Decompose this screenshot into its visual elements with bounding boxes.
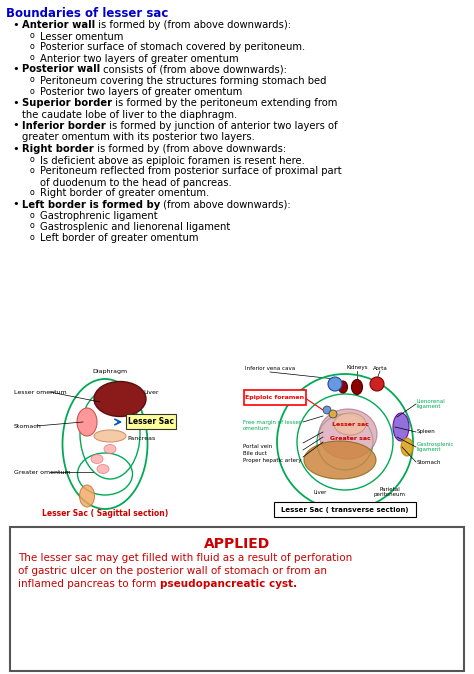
- Text: Inferior vena cava: Inferior vena cava: [245, 367, 295, 371]
- Text: Aorta: Aorta: [373, 365, 387, 371]
- Text: o: o: [30, 233, 35, 241]
- Text: pseudopancreatic cyst.: pseudopancreatic cyst.: [160, 579, 297, 589]
- Text: the caudate lobe of liver to the diaphragm.: the caudate lobe of liver to the diaphra…: [22, 109, 237, 119]
- Text: Diaphragm: Diaphragm: [92, 369, 128, 375]
- Text: Parietal
peritoneum: Parietal peritoneum: [374, 487, 406, 497]
- Text: of gastric ulcer on the posterior wall of stomach or from an: of gastric ulcer on the posterior wall o…: [18, 566, 327, 576]
- Text: Right border: Right border: [22, 144, 94, 154]
- Ellipse shape: [80, 485, 94, 507]
- Ellipse shape: [352, 379, 363, 394]
- Text: Superior border: Superior border: [22, 98, 112, 108]
- Text: Kidneys: Kidneys: [346, 365, 368, 371]
- Text: Free margin of lesser: Free margin of lesser: [243, 420, 301, 425]
- Text: Lienorenal
ligament: Lienorenal ligament: [417, 398, 446, 409]
- Ellipse shape: [334, 413, 366, 435]
- Text: is formed by junction of anterior two layers of: is formed by junction of anterior two la…: [106, 121, 337, 131]
- Text: Posterior wall: Posterior wall: [22, 65, 100, 75]
- Ellipse shape: [104, 444, 116, 454]
- Circle shape: [370, 377, 384, 391]
- Text: •: •: [12, 64, 19, 74]
- Text: o: o: [30, 166, 35, 175]
- Text: Gastrophrenic ligament: Gastrophrenic ligament: [40, 211, 158, 221]
- Text: •: •: [12, 20, 19, 30]
- Ellipse shape: [97, 464, 109, 474]
- Text: o: o: [30, 155, 35, 164]
- FancyBboxPatch shape: [244, 390, 306, 405]
- Circle shape: [328, 377, 342, 391]
- Text: Epiploic foramen: Epiploic foramen: [246, 396, 305, 400]
- Text: Liver: Liver: [143, 390, 158, 394]
- Text: Boundaries of lesser sac: Boundaries of lesser sac: [6, 7, 168, 20]
- Text: Peritoneum covering the structures forming stomach bed: Peritoneum covering the structures formi…: [40, 76, 327, 86]
- Text: Stomach: Stomach: [14, 423, 42, 429]
- Circle shape: [323, 406, 331, 414]
- FancyBboxPatch shape: [126, 414, 176, 429]
- Text: Inferior border: Inferior border: [22, 121, 106, 131]
- Circle shape: [329, 410, 337, 418]
- Text: •: •: [12, 121, 19, 131]
- Ellipse shape: [77, 408, 97, 436]
- Text: Peritoneum reflected from posterior surface of proximal part: Peritoneum reflected from posterior surf…: [40, 166, 342, 177]
- Text: (from above downwards):: (from above downwards):: [160, 200, 291, 210]
- Text: Anterior wall: Anterior wall: [22, 20, 95, 30]
- Text: Gastrosplenic
ligament: Gastrosplenic ligament: [417, 441, 455, 452]
- Text: Lesser omentum: Lesser omentum: [14, 390, 67, 394]
- Ellipse shape: [401, 438, 413, 456]
- Text: consists of (from above downwards):: consists of (from above downwards):: [100, 65, 287, 75]
- Text: Lesser Sac: Lesser Sac: [128, 417, 174, 427]
- Text: o: o: [30, 53, 35, 62]
- Text: Lesser Sac ( Sagittal section): Lesser Sac ( Sagittal section): [42, 510, 168, 518]
- Text: o: o: [30, 75, 35, 84]
- Text: The lesser sac may get filled with fluid as a result of perforation: The lesser sac may get filled with fluid…: [18, 553, 352, 563]
- FancyBboxPatch shape: [10, 527, 464, 671]
- Text: Greater omentum: Greater omentum: [14, 470, 71, 474]
- Text: omentum: omentum: [243, 426, 270, 431]
- Text: is formed by (from above downwards:: is formed by (from above downwards:: [94, 144, 286, 154]
- Text: of duodenum to the head of pancreas.: of duodenum to the head of pancreas.: [40, 177, 232, 187]
- Ellipse shape: [91, 454, 103, 464]
- Ellipse shape: [94, 381, 146, 417]
- Text: o: o: [30, 42, 35, 51]
- Text: •: •: [12, 98, 19, 107]
- Text: Left border of greater omentum: Left border of greater omentum: [40, 233, 199, 243]
- Ellipse shape: [319, 409, 377, 459]
- Text: Greater sac: Greater sac: [329, 437, 370, 441]
- Text: Lesser omentum: Lesser omentum: [40, 32, 123, 42]
- Text: Proper hepatic artery: Proper hepatic artery: [243, 458, 301, 463]
- Text: Is deficient above as epiploic foramen is resent here.: Is deficient above as epiploic foramen i…: [40, 156, 305, 166]
- Text: •: •: [12, 144, 19, 154]
- Ellipse shape: [393, 413, 409, 441]
- Text: APPLIED: APPLIED: [204, 537, 270, 551]
- Ellipse shape: [304, 441, 376, 479]
- Text: Lesser Sac ( transverse section): Lesser Sac ( transverse section): [281, 507, 409, 513]
- Text: Gastrosplenic and lienorenal ligament: Gastrosplenic and lienorenal ligament: [40, 222, 230, 232]
- Ellipse shape: [338, 381, 347, 393]
- Text: Liver: Liver: [313, 489, 327, 495]
- Text: o: o: [30, 31, 35, 40]
- Text: Left border is formed by: Left border is formed by: [22, 200, 160, 210]
- Text: o: o: [30, 86, 35, 96]
- Text: Right border of greater omentum.: Right border of greater omentum.: [40, 189, 209, 199]
- Text: Stomach: Stomach: [417, 460, 441, 464]
- Text: inflamed pancreas to form: inflamed pancreas to form: [18, 579, 160, 589]
- Ellipse shape: [94, 430, 126, 442]
- Text: Bile duct: Bile duct: [243, 451, 267, 456]
- Text: o: o: [30, 222, 35, 231]
- Text: Portal vein: Portal vein: [243, 444, 272, 449]
- Text: o: o: [30, 210, 35, 220]
- FancyBboxPatch shape: [274, 502, 416, 517]
- Text: Spleen: Spleen: [417, 429, 436, 435]
- Text: •: •: [12, 199, 19, 209]
- Text: o: o: [30, 188, 35, 197]
- Text: greater omentum with its posterior two layers.: greater omentum with its posterior two l…: [22, 133, 255, 142]
- Text: Posterior surface of stomach covered by peritoneum.: Posterior surface of stomach covered by …: [40, 42, 305, 53]
- Text: Lesser sac: Lesser sac: [331, 421, 368, 427]
- Text: is formed by (from above downwards):: is formed by (from above downwards):: [95, 20, 291, 30]
- Text: Anterior two layers of greater omentum: Anterior two layers of greater omentum: [40, 53, 238, 63]
- Text: Pancreas: Pancreas: [127, 435, 155, 441]
- Text: is formed by the peritoneum extending from: is formed by the peritoneum extending fr…: [112, 98, 337, 108]
- Text: Posterior two layers of greater omentum: Posterior two layers of greater omentum: [40, 87, 242, 97]
